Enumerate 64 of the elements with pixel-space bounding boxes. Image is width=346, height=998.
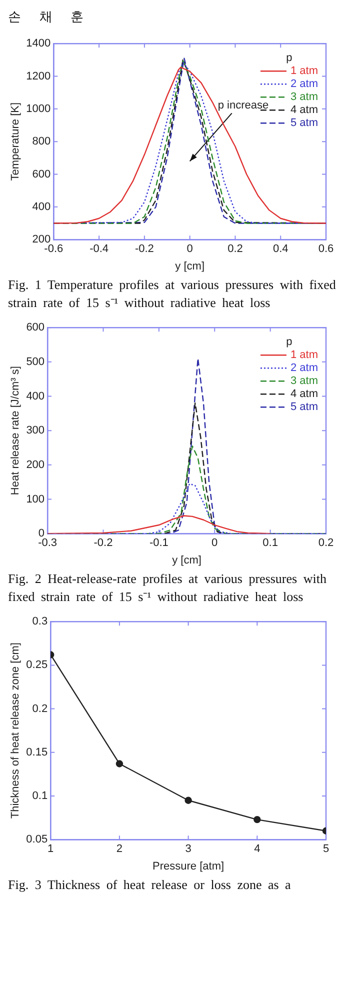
x-tick-label: -0.4 (90, 243, 109, 256)
legend-label: 3 atm (290, 375, 318, 388)
y-tick-label: 200 (32, 234, 51, 246)
y-tick-label: 0.2 (32, 702, 48, 715)
y-tick-label: 800 (32, 136, 51, 148)
legend-label: 3 atm (290, 91, 318, 104)
y-tick-label: 1000 (26, 102, 51, 115)
caption: Fig. 3 Thickness of heat release or loss zone as a (8, 876, 292, 894)
x-axis-title: Pressure [atm] (152, 860, 224, 872)
y-tick-label: 0.05 (26, 834, 48, 846)
y-tick-label: 1200 (26, 70, 51, 82)
legend-label: 2 atm (290, 362, 318, 374)
y-tick-label: 600 (26, 322, 45, 334)
point (254, 816, 261, 824)
y-tick-label: 500 (26, 356, 45, 368)
text: 손 채 훈 (8, 8, 90, 26)
legend-label: 2 atm (290, 78, 318, 90)
y-tick-label: 100 (26, 493, 45, 506)
x-tick-label: 0.4 (272, 243, 288, 256)
legend-label: 4 atm (290, 104, 318, 116)
caption: Fig. 2 Heat-release-rate profiles at various pressures with fixed strain rate of 15 s⁻¹ without radiative heat loss (8, 570, 328, 606)
x-tick-label: 2 (116, 843, 123, 856)
legend-label: 1 atm (290, 65, 318, 78)
y-tick-label: 200 (26, 458, 45, 471)
y-tick-label: 600 (32, 168, 51, 180)
y-tick-label: 0.25 (26, 659, 48, 672)
x-tick-label: -0.3 (38, 537, 58, 550)
x-tick-label: -0.2 (134, 243, 154, 256)
legend-label: 5 atm (290, 117, 318, 130)
x-tick-label: -0.1 (149, 537, 168, 550)
y-axis-title: Thickness of heat release zone [cm] (10, 642, 22, 819)
legend-title: p (286, 52, 292, 64)
legend-title: p (286, 336, 292, 348)
x-tick-label: 0.6 (318, 243, 334, 256)
x-tick-label: 3 (185, 843, 192, 856)
legend-label: 1 atm (290, 349, 318, 362)
x-tick-label: 0.2 (228, 243, 243, 256)
point (184, 796, 192, 804)
x-tick-label: -0.6 (44, 243, 64, 256)
y-tick-label: 300 (26, 424, 45, 437)
y-tick-label: 0 (38, 528, 45, 540)
x-axis-title: y [cm] (172, 554, 202, 566)
y-tick-label: 400 (26, 390, 45, 402)
x-tick-label: 0.2 (318, 537, 334, 550)
x-tick-label: 0.1 (262, 537, 278, 550)
y-tick-label: 400 (32, 200, 51, 213)
x-tick-label: 1 (48, 843, 54, 856)
y-tick-label: 0.1 (32, 790, 48, 802)
y-tick-label: 0.15 (26, 746, 48, 758)
x-tick-label: 0 (212, 537, 218, 550)
point (116, 760, 124, 768)
y-tick-label: 1400 (26, 38, 51, 50)
legend-label: 4 atm (290, 388, 318, 400)
x-tick-label: 5 (322, 843, 330, 856)
annotation: p increase (218, 100, 269, 112)
y-axis-title: Temperature [K] (10, 102, 22, 181)
y-axis-title: Heat release rate [J/cm³ s] (10, 366, 22, 496)
x-tick-label: 4 (254, 843, 260, 856)
x-tick-label: 0 (186, 243, 193, 256)
x-tick-label: -0.2 (94, 537, 113, 550)
caption: Fig. 1 Temperature profiles at various pressures with fixed strain rate of 15 s⁻¹ without radiative heat loss (8, 276, 337, 312)
x-axis-title: y [cm] (175, 260, 205, 272)
y-tick-label: 0.3 (32, 616, 48, 628)
legend-label: 5 atm (290, 401, 318, 414)
